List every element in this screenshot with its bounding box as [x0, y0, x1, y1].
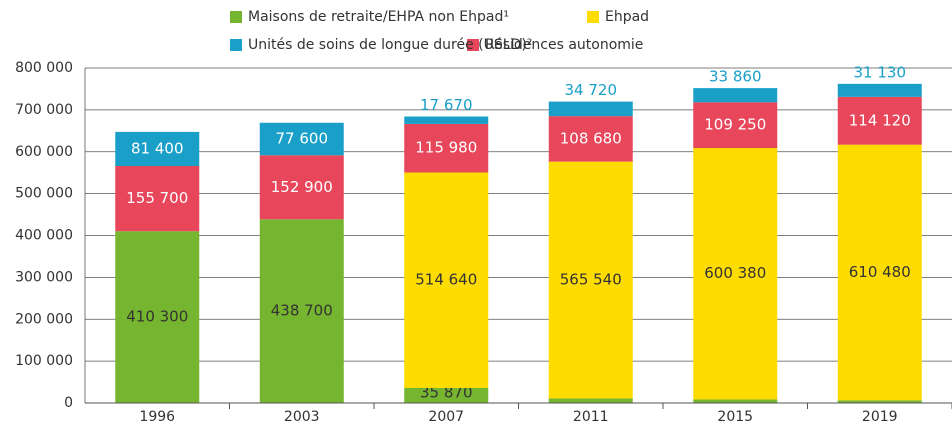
data-label: 35 870 — [420, 384, 473, 402]
legend-swatch — [230, 39, 242, 51]
data-label: 600 380 — [704, 264, 766, 282]
legend-swatch — [467, 39, 479, 51]
y-tick-label: 500 000 — [15, 186, 73, 202]
data-label: 610 480 — [849, 263, 911, 281]
y-tick-label: 200 000 — [15, 311, 73, 327]
legend-label: Unités de soins de longue durée (USLD)² — [248, 37, 532, 53]
legend-label: Résidences autonomie — [485, 37, 643, 53]
y-tick-label: 0 — [64, 395, 73, 411]
bar-segment — [548, 398, 633, 403]
data-label: 109 250 — [704, 116, 766, 134]
bar-segment — [693, 148, 778, 400]
bar-segment — [404, 172, 489, 388]
data-label: 410 300 — [126, 308, 188, 326]
legend-label: Maisons de retraite/EHPA non Ehpad¹ — [248, 9, 509, 25]
bar-segment — [837, 400, 922, 403]
data-label: 34 720 — [565, 81, 618, 99]
data-label: 514 640 — [415, 271, 477, 289]
y-tick-label: 300 000 — [15, 269, 73, 285]
bar-segment — [404, 116, 489, 124]
data-label: 115 980 — [415, 139, 477, 157]
data-label: 114 120 — [849, 111, 911, 129]
bar-segment — [693, 102, 778, 149]
y-tick-label: 700 000 — [15, 102, 73, 118]
y-tick-label: 600 000 — [15, 144, 73, 160]
x-tick-label: 2003 — [284, 409, 320, 425]
x-tick-label: 2019 — [862, 409, 898, 425]
data-label: 108 680 — [560, 129, 622, 147]
bar-segment — [115, 165, 200, 232]
bar-segment — [404, 387, 489, 403]
data-label: 33 860 — [709, 68, 762, 86]
bar-segment — [259, 155, 344, 220]
x-tick-label: 2007 — [428, 409, 464, 425]
bar-segment — [837, 83, 922, 97]
bar-segment — [548, 116, 633, 162]
bar-segment — [548, 161, 633, 399]
legend-swatch — [587, 11, 599, 23]
data-label: 438 700 — [271, 302, 333, 320]
bar-segment — [115, 231, 200, 403]
bar-segment — [837, 144, 922, 401]
y-tick-label: 100 000 — [15, 353, 73, 369]
x-tick-label: 2011 — [573, 409, 609, 425]
data-label: 31 130 — [854, 63, 907, 81]
y-tick-label: 400 000 — [15, 228, 73, 244]
y-tick-label: 800 000 — [15, 60, 73, 76]
data-label: 565 540 — [560, 271, 622, 289]
bar-segment — [115, 131, 200, 166]
bar-segment — [837, 96, 922, 145]
data-label: 155 700 — [126, 189, 188, 207]
bar-segment — [259, 122, 344, 156]
data-label: 77 600 — [276, 130, 329, 148]
data-label: 81 400 — [131, 139, 184, 157]
bar-segment — [693, 399, 778, 403]
x-tick-label: 2015 — [717, 409, 753, 425]
data-label: 17 670 — [420, 96, 473, 114]
x-tick-label: 1996 — [139, 409, 175, 425]
bar-segment — [693, 88, 778, 103]
bar-segment — [404, 123, 489, 173]
legend-swatch — [230, 11, 242, 23]
legend-label: Ehpad — [605, 9, 649, 25]
data-label: 152 900 — [271, 178, 333, 196]
bar-segment — [548, 101, 633, 117]
bar-segment — [259, 219, 344, 403]
